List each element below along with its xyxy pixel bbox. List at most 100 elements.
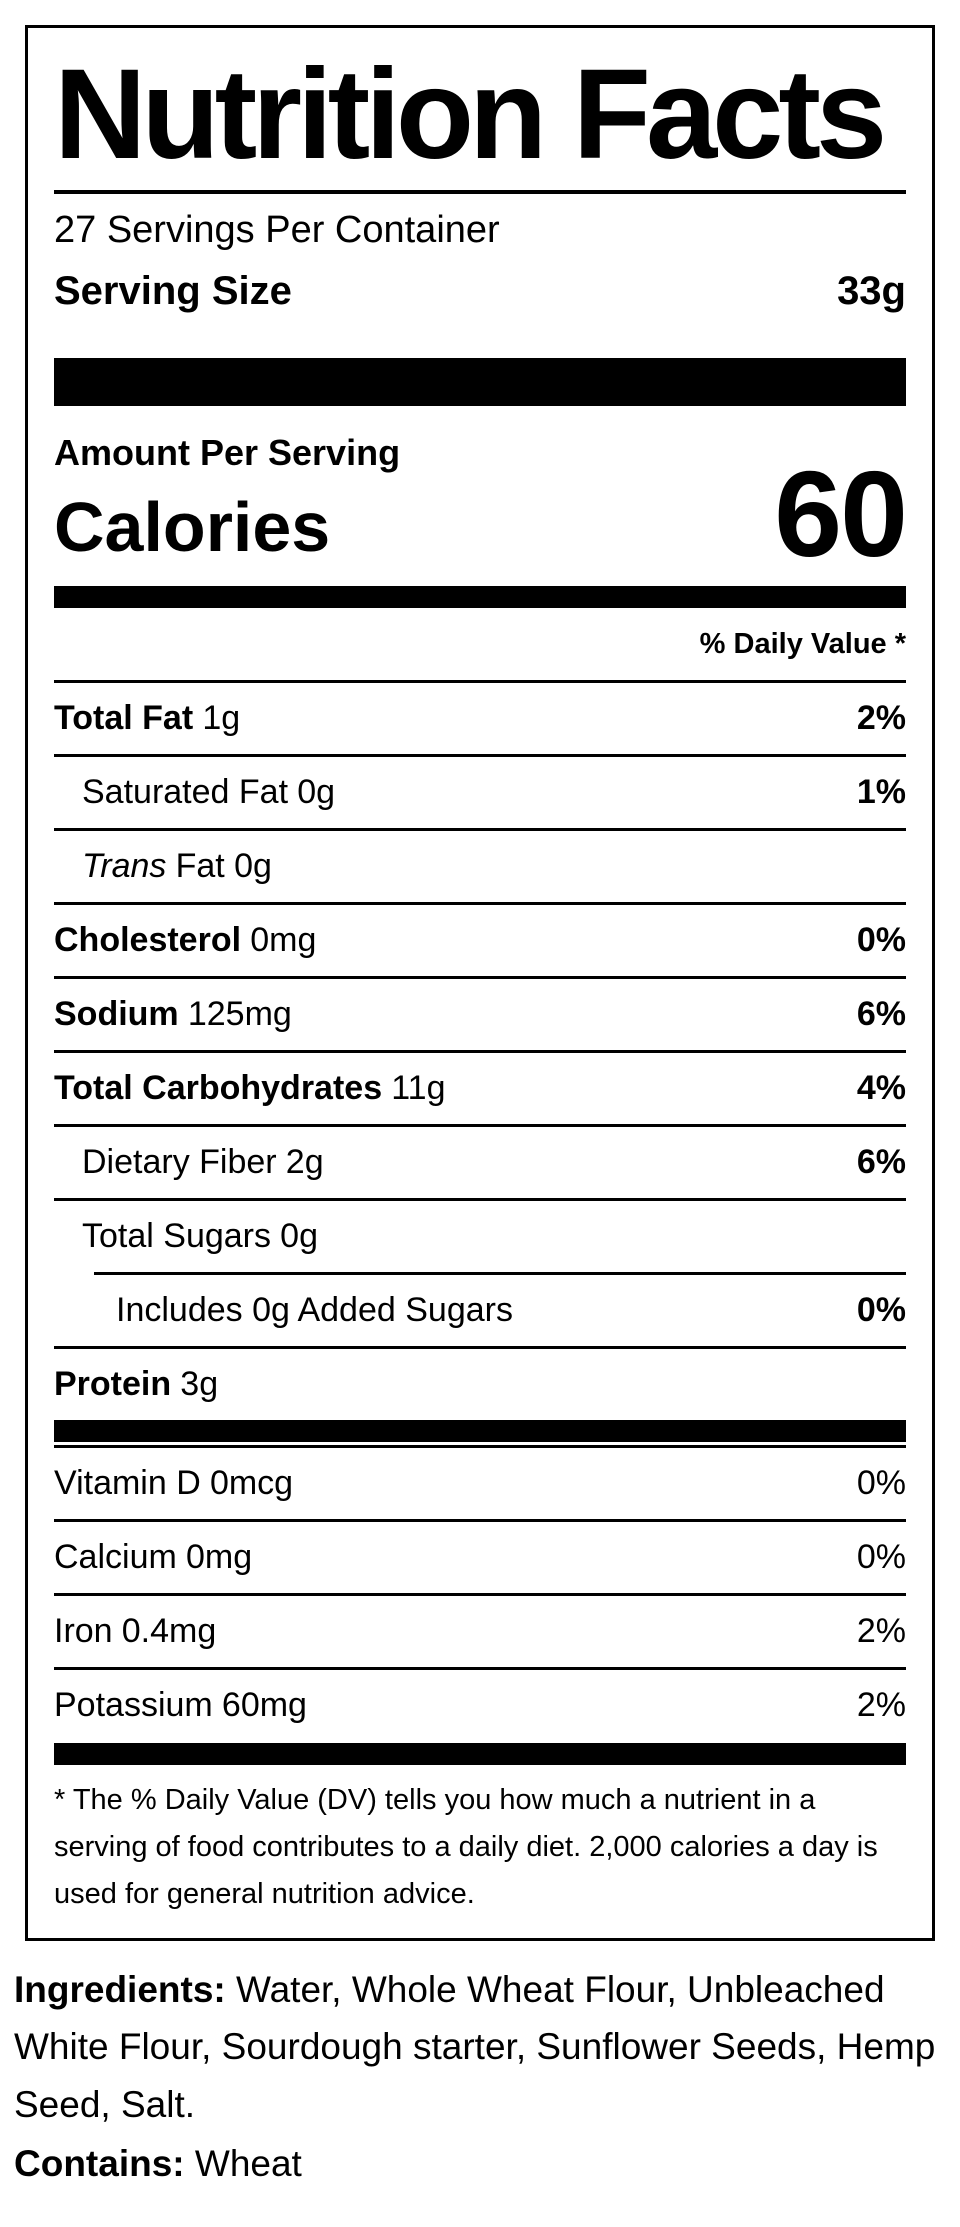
nutrient-text: Vitamin D 0mcg <box>54 1464 293 1503</box>
nutrient-name: Trans <box>82 846 167 885</box>
nutrient-row-dietary-fiber: Dietary Fiber 2g 6% <box>54 1127 906 1198</box>
ingredients-text: Water, Whole Wheat Flour, Unbleached Whi… <box>14 1968 936 2125</box>
nutrient-amount: 2g <box>285 1142 324 1181</box>
amount-per-serving-label: Amount Per Serving <box>54 431 401 473</box>
calories-row: Calories 60 <box>54 445 908 582</box>
nutrient-amount: 0g <box>297 772 336 811</box>
section-bar <box>54 357 906 406</box>
nutrient-name: Total Sugars <box>82 1216 271 1255</box>
calories-label: Calories <box>54 487 331 566</box>
divider <box>54 901 906 905</box>
nutrient-text: Saturated Fat 0g <box>82 773 335 812</box>
nutrient-amount: 3g <box>180 1364 219 1403</box>
divider <box>54 1592 906 1596</box>
nutrient-dv: 4% <box>856 1068 906 1107</box>
nutrient-name: Sodium <box>54 994 179 1033</box>
divider <box>54 679 906 683</box>
contains-label: Contains: <box>14 2142 185 2184</box>
nutrient-amount: 0mg <box>250 920 317 959</box>
nutrient-dv: 6% <box>856 1142 906 1181</box>
nutrient-name: Calcium <box>54 1537 177 1576</box>
nutrient-row-total-sugars: Total Sugars 0g <box>54 1201 906 1272</box>
divider <box>54 1444 906 1448</box>
section-bar <box>54 585 906 608</box>
nutrient-row-vitamin-d: Vitamin D 0mcg 0% <box>54 1448 906 1519</box>
divider <box>94 1271 906 1275</box>
nutrient-text: Cholesterol 0mg <box>54 921 316 960</box>
divider <box>54 1197 906 1201</box>
nutrient-name: Total Fat <box>54 698 194 737</box>
divider <box>54 1049 906 1053</box>
contains-text: Wheat <box>194 2142 302 2184</box>
nutrient-name: Potassium <box>54 1685 213 1724</box>
divider-gap <box>54 1441 906 1445</box>
nutrient-text: Iron 0.4mg <box>54 1612 216 1651</box>
nutrient-name: Includes 0g Added Sugars <box>116 1290 513 1329</box>
nutrient-row-sodium: Sodium 125mg 6% <box>54 979 906 1050</box>
divider <box>54 1123 906 1127</box>
ingredients-section: Ingredients: Water, Whole Wheat Flour, U… <box>14 1961 946 2133</box>
serving-size-row: Serving Size 33g <box>54 264 906 318</box>
servings-per-container: 27 Servings Per Container <box>54 209 500 252</box>
serving-size-label: Serving Size <box>54 268 292 313</box>
ingredients-label: Ingredients: <box>14 1968 226 2010</box>
nutrient-text: Trans Fat 0g <box>82 847 272 886</box>
nutrient-text: Sodium 125mg <box>54 995 292 1034</box>
nutrient-text: Includes 0g Added Sugars <box>116 1291 513 1330</box>
nutrient-text: Calcium 0mg <box>54 1538 252 1577</box>
nutrient-row-protein: Protein 3g <box>54 1349 906 1420</box>
divider <box>54 1666 906 1670</box>
nutrient-amount: 1g <box>202 698 241 737</box>
nutrient-dv: 6% <box>856 994 906 1033</box>
nutrient-amount: Fat 0g <box>175 846 272 885</box>
nutrient-name: Total Carbohydrates <box>54 1068 383 1107</box>
page: Nutrition Facts 27 Servings Per Containe… <box>0 25 960 2192</box>
contains-section: Contains: Wheat <box>14 2135 946 2192</box>
nutrient-name: Saturated Fat <box>82 772 289 811</box>
section-bar <box>54 1742 906 1765</box>
nutrient-row-cholesterol: Cholesterol 0mg 0% <box>54 905 906 976</box>
nutrient-row-potassium: Potassium 60mg 2% <box>54 1670 906 1741</box>
nutrient-row-iron: Iron 0.4mg 2% <box>54 1596 906 1667</box>
nutrient-text: Total Sugars 0g <box>82 1217 318 1256</box>
nutrient-amount: 0mcg <box>209 1463 294 1502</box>
nutrient-row-saturated-fat: Saturated Fat 0g 1% <box>54 757 906 828</box>
nutrient-text: Dietary Fiber 2g <box>82 1143 324 1182</box>
nutrient-amount: 0g <box>280 1216 318 1255</box>
divider <box>54 190 906 195</box>
nutrient-row-calcium: Calcium 0mg 0% <box>54 1522 906 1593</box>
divider <box>54 1345 906 1349</box>
nutrient-row-trans-fat: Trans Fat 0g <box>54 831 906 902</box>
nutrient-row-added-sugars: Includes 0g Added Sugars 0% <box>54 1275 906 1346</box>
nutrient-dv: 0% <box>856 1463 906 1502</box>
nutrition-label: Nutrition Facts 27 Servings Per Containe… <box>25 25 935 1941</box>
nutrient-name: Iron <box>54 1611 113 1650</box>
nutrient-row-total-carbohydrates: Total Carbohydrates 11g 4% <box>54 1053 906 1124</box>
nutrient-amount: 0.4mg <box>121 1611 217 1650</box>
label-title: Nutrition Facts <box>54 43 887 186</box>
nutrient-name: Dietary Fiber <box>82 1142 277 1181</box>
divider <box>54 975 906 979</box>
nutrient-dv: 0% <box>856 920 906 959</box>
divider <box>54 1518 906 1522</box>
nutrient-text: Total Carbohydrates 11g <box>54 1069 446 1108</box>
nutrient-text: Potassium 60mg <box>54 1686 307 1725</box>
serving-size-value: 33g <box>837 268 906 313</box>
nutrient-row-total-fat: Total Fat 1g 2% <box>54 683 906 754</box>
daily-value-header: % Daily Value * <box>699 627 906 660</box>
nutrient-text: Total Fat 1g <box>54 699 240 738</box>
nutrient-dv: 2% <box>856 1611 906 1650</box>
nutrient-dv: 2% <box>856 698 906 737</box>
nutrient-dv: 1% <box>856 772 906 811</box>
nutrient-amount: 125mg <box>187 994 292 1033</box>
daily-value-footnote: * The % Daily Value (DV) tells you how m… <box>54 1783 878 1910</box>
nutrient-dv: 0% <box>856 1290 906 1329</box>
nutrient-amount: 60mg <box>221 1685 307 1724</box>
nutrient-name: Vitamin D <box>54 1463 201 1502</box>
section-bar <box>54 1419 906 1442</box>
nutrient-name: Protein <box>54 1364 172 1403</box>
nutrient-dv: 2% <box>856 1685 906 1724</box>
nutrient-amount: 11g <box>391 1068 446 1107</box>
nutrient-text: Protein 3g <box>54 1365 218 1404</box>
calories-value: 60 <box>774 445 908 582</box>
